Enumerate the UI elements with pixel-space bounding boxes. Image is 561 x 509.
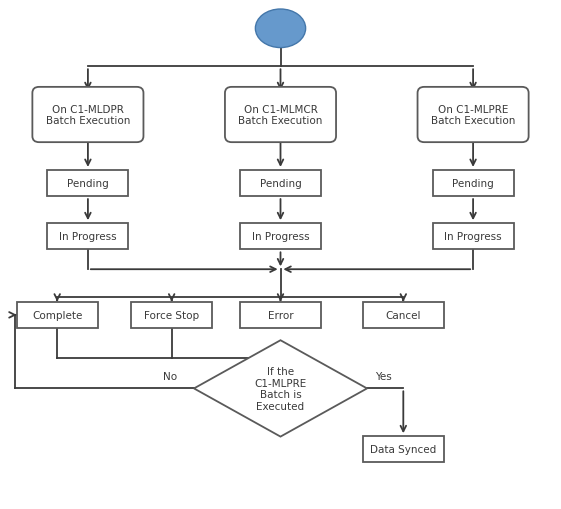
Ellipse shape: [255, 10, 306, 48]
Text: If the
C1-MLPRE
Batch is
Executed: If the C1-MLPRE Batch is Executed: [254, 366, 307, 411]
FancyBboxPatch shape: [17, 302, 98, 328]
Text: Error: Error: [268, 310, 293, 320]
FancyBboxPatch shape: [48, 171, 128, 197]
Text: In Progress: In Progress: [444, 232, 502, 242]
FancyBboxPatch shape: [240, 171, 321, 197]
Text: In Progress: In Progress: [252, 232, 309, 242]
FancyBboxPatch shape: [240, 302, 321, 328]
Text: On C1-MLDPR
Batch Execution: On C1-MLDPR Batch Execution: [46, 104, 130, 126]
Text: Force Stop: Force Stop: [144, 310, 199, 320]
Text: Pending: Pending: [452, 179, 494, 189]
Text: On C1-MLPRE
Batch Execution: On C1-MLPRE Batch Execution: [431, 104, 515, 126]
Text: Pending: Pending: [260, 179, 301, 189]
FancyBboxPatch shape: [48, 223, 128, 250]
FancyBboxPatch shape: [433, 223, 513, 250]
Text: No: No: [163, 372, 177, 382]
FancyBboxPatch shape: [417, 88, 528, 143]
FancyBboxPatch shape: [363, 302, 444, 328]
Text: Pending: Pending: [67, 179, 109, 189]
Text: In Progress: In Progress: [59, 232, 117, 242]
FancyBboxPatch shape: [33, 88, 144, 143]
Text: Cancel: Cancel: [385, 310, 421, 320]
Text: On C1-MLMCR
Batch Execution: On C1-MLMCR Batch Execution: [238, 104, 323, 126]
Polygon shape: [194, 341, 367, 437]
Text: Complete: Complete: [32, 310, 82, 320]
FancyBboxPatch shape: [240, 223, 321, 250]
FancyBboxPatch shape: [131, 302, 212, 328]
FancyBboxPatch shape: [225, 88, 336, 143]
Text: Yes: Yes: [375, 372, 392, 382]
FancyBboxPatch shape: [433, 171, 513, 197]
FancyBboxPatch shape: [363, 436, 444, 463]
Text: Data Synced: Data Synced: [370, 444, 436, 455]
